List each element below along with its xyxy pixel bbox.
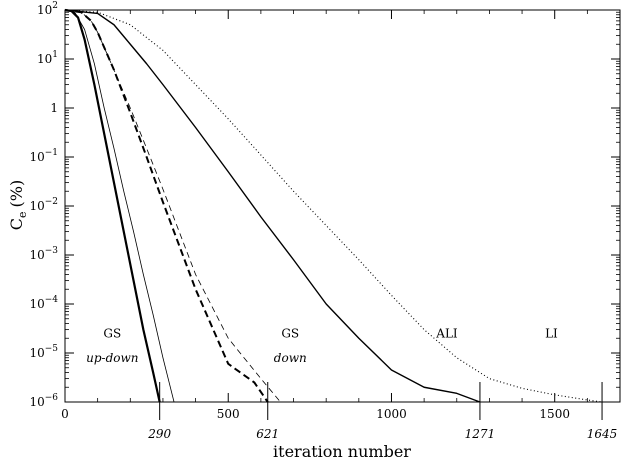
axis-ticks [64, 9, 621, 403]
curve-annotation: ALI [435, 326, 458, 340]
curve-annotation: down [274, 351, 307, 365]
x-axis-title: iteration number [273, 442, 411, 461]
iteration-marker-label: 1271 [465, 427, 496, 441]
iteration-marker-label: 1645 [587, 427, 618, 441]
y-tick-label: 102 [37, 1, 58, 17]
iteration-markers: 290 621 1271 1645 [147, 382, 617, 441]
y-tick-label: 10−3 [29, 246, 58, 262]
y-tick-label: 10−2 [29, 197, 58, 213]
x-tick-label: 1000 [376, 407, 407, 421]
y-tick-label: 10−5 [29, 344, 58, 360]
x-tick-label: 0 [61, 407, 69, 421]
series-line-solid-thin [64, 9, 175, 403]
series-line-dotted [64, 9, 603, 403]
y-tick-labels: 102 101 1 10−1 10−2 10−3 10−4 10−5 10−6 [29, 1, 58, 409]
curve-annotation: up-down [86, 351, 138, 365]
series-line-dashed-thick [64, 9, 269, 403]
iteration-marker-label: 290 [147, 427, 171, 441]
series-line-dashed-thin [64, 9, 281, 403]
svg-text:Ce(%): Ce (%) [7, 180, 29, 230]
iteration-marker-label: 621 [256, 427, 279, 441]
curve-annotation: GS [103, 326, 121, 340]
x-tick-labels: 0 500 1000 1500 [61, 407, 570, 421]
curve-annotation: GS [281, 326, 299, 340]
y-tick-label: 10−6 [29, 393, 58, 409]
y-tick-label: 101 [37, 50, 58, 66]
y-tick-label: 10−1 [29, 148, 58, 164]
y-tick-label: 1 [50, 101, 58, 115]
y-axis-title: Ce (%) [7, 180, 29, 230]
y-axis-title-unit: (%) [7, 180, 26, 208]
curve-annotations: GS up-down GS down ALI LI [86, 326, 558, 365]
y-tick-label: 10−4 [29, 295, 58, 311]
x-tick-label: 1500 [539, 407, 570, 421]
series-line-solid-medium [64, 9, 481, 403]
plot-frame [64, 9, 621, 403]
series-layer [64, 8, 603, 403]
y-axis-title-sub: e [16, 211, 29, 218]
series-line-solid-thick [64, 8, 161, 403]
x-tick-label: 500 [217, 407, 240, 421]
curve-annotation: LI [545, 326, 558, 340]
y-axis-title-main: C [7, 218, 26, 230]
